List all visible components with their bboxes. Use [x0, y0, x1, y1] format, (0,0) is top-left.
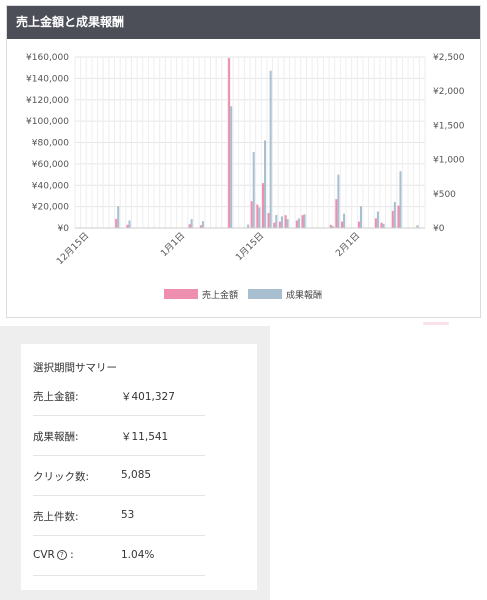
sales-value: ￥401,327: [121, 391, 175, 403]
y-left-tick-label: ¥140,000: [26, 74, 69, 84]
legend-sales-label: 売上金額: [202, 289, 238, 301]
reward-label: 成果報酬:: [33, 431, 79, 443]
reward-bar: [252, 152, 255, 228]
legend-reward-label: 成果報酬: [286, 289, 322, 301]
clicks-value: 5,085: [121, 469, 152, 481]
sales-bar: [250, 201, 253, 228]
reward-bar: [201, 221, 204, 228]
cvr-value: 1.04%: [121, 549, 155, 561]
sales-bar: [391, 210, 394, 228]
sales-bar: [341, 221, 344, 228]
y-left-tick-label: ¥120,000: [26, 96, 69, 106]
sales-bar: [115, 218, 118, 228]
summary-row-cvr: CVR? : 1.04%: [33, 536, 205, 576]
sales-bar: [374, 218, 377, 228]
y-right-tick-label: ¥2,500: [433, 53, 465, 63]
sales-bar: [301, 215, 304, 228]
sales-bar: [256, 204, 259, 228]
reward-bar: [343, 213, 346, 228]
reward-bar: [331, 225, 334, 228]
y-left-tick-label: ¥100,000: [26, 117, 69, 127]
reward-bar: [190, 219, 193, 228]
reward-bar: [416, 225, 419, 228]
reward-bar: [128, 220, 131, 228]
reward-bar: [280, 216, 283, 228]
summary-row-reward: 成果報酬: ￥11,541: [33, 416, 205, 456]
legend-reward-swatch: [248, 289, 282, 299]
decorative-dash: [423, 322, 449, 325]
sales-bar: [329, 224, 332, 228]
reward-bar: [264, 140, 267, 228]
sales-bar: [357, 221, 360, 228]
sales-bar: [380, 222, 383, 228]
y-left-tick-label: ¥0: [58, 224, 70, 234]
reward-bar: [286, 219, 289, 228]
legend-sales-swatch: [164, 289, 198, 299]
y-left-tick-label: ¥20,000: [32, 203, 69, 213]
reward-bar: [275, 215, 278, 228]
clicks-label: クリック数:: [33, 471, 90, 483]
orders-label: 売上件数:: [33, 511, 79, 523]
chart-card: 売上金額と成果報酬 ¥0 ¥20,000 ¥40,000 ¥60,000 ¥80,000…: [6, 5, 481, 318]
chart-header: 売上金額と成果報酬: [7, 6, 480, 39]
reward-bar: [376, 211, 379, 228]
sales-bar: [261, 183, 264, 228]
reward-bar: [359, 206, 362, 228]
summary-title: 選択期間サマリー: [33, 362, 117, 374]
summary-row-clicks: クリック数: 5,085: [33, 456, 205, 496]
sales-label: 売上金額:: [33, 391, 79, 403]
reward-value: ￥11,541: [121, 431, 169, 443]
reward-bar: [297, 218, 300, 228]
cvr-label-wrap: CVR? :: [33, 549, 74, 561]
reward-bar: [337, 174, 340, 228]
reward-bar: [230, 106, 233, 228]
y-right-tick-label: ¥2,000: [433, 87, 465, 97]
summary-card: 選択期間サマリー 売上金額: ￥401,327 成果報酬: ￥11,541 クリ…: [21, 344, 257, 590]
summary-row-sales: 売上金額: ￥401,327: [33, 376, 205, 416]
y-left-tick-label: ¥80,000: [32, 139, 69, 149]
y-left-tick-label: ¥60,000: [32, 160, 69, 170]
sales-bar: [199, 225, 202, 228]
y-right-tick-label: ¥0: [433, 224, 445, 234]
reward-bar: [382, 223, 385, 228]
y-left-tick-label: ¥40,000: [32, 181, 69, 191]
sales-bar: [278, 221, 281, 228]
y-left-tick-label: ¥160,000: [26, 53, 69, 63]
sales-bar: [273, 222, 276, 228]
sales-bar: [295, 220, 298, 228]
reward-bar: [303, 214, 306, 228]
y-right-tick-label: ¥1,500: [433, 121, 465, 131]
help-icon[interactable]: ?: [56, 550, 67, 560]
sales-bar: [188, 224, 191, 228]
reward-bar: [247, 224, 250, 228]
reward-bar: [117, 206, 120, 228]
reward-bar: [399, 171, 402, 228]
y-right-tick-label: ¥500: [433, 190, 456, 200]
sales-reward-chart: ¥0 ¥20,000 ¥40,000 ¥60,000 ¥80,000 ¥100,000 ¥1…: [26, 53, 465, 301]
cvr-label: CVR: [33, 549, 55, 561]
x-tick-label: 2月1日: [334, 230, 363, 259]
x-tick-label: 12月15日: [55, 230, 92, 267]
sales-bar: [397, 205, 400, 228]
x-tick-label: 1月1日: [159, 230, 188, 259]
reward-bar: [269, 70, 272, 229]
summary-row-orders: 売上件数: 53: [33, 496, 205, 536]
sales-bar: [335, 199, 338, 228]
sales-bar: [284, 215, 287, 228]
sales-bar: [228, 58, 231, 228]
y-right-tick-label: ¥1,000: [433, 156, 465, 166]
sales-bar: [267, 213, 270, 228]
reward-bar: [258, 207, 261, 228]
reward-bar: [393, 202, 396, 228]
x-tick-label: 1月15日: [234, 230, 267, 263]
sales-bar: [126, 224, 129, 228]
orders-value: 53: [121, 509, 135, 521]
